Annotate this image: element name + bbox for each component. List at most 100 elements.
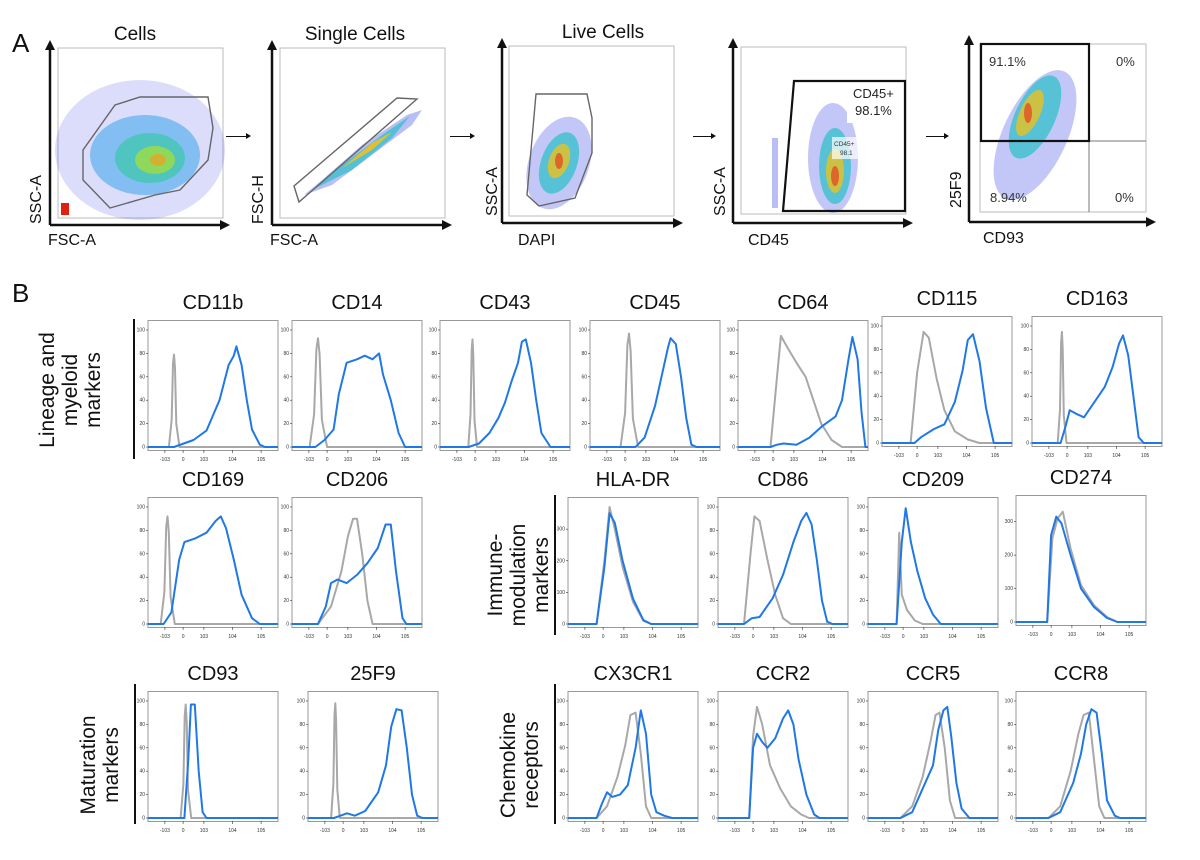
histogram-title: CX3CR1 [593, 663, 673, 685]
control-histogram-line [440, 338, 570, 448]
histogram-title: CD274 [1049, 467, 1113, 489]
histogram-cd163: 0 20 40 60 80 100 -103 0 103 104 105 [1021, 316, 1163, 459]
x-tick-label: 105 [257, 828, 266, 834]
gate-polygon [781, 79, 907, 213]
y-tick-label: 40 [139, 398, 145, 404]
y-axis-arrow [497, 38, 507, 48]
x-tick-label: -103 [160, 634, 170, 640]
quadrant-ur-pct: 0% [1116, 54, 1135, 69]
y-tick-label: 100 [1021, 324, 1030, 330]
y-tick-label: 60 [283, 374, 289, 380]
x-tick-label: 0 [772, 457, 775, 463]
group-bar-maturation [134, 684, 136, 824]
histogram-cd11b: 0 20 40 60 80 100 -103 0 103 104 105 [137, 320, 279, 463]
scatter-cloud [993, 70, 1077, 200]
x-tick-label: -103 [880, 828, 890, 834]
x-tick-label: -103 [1028, 632, 1038, 638]
x-tick-label: 105 [257, 457, 266, 463]
stained-histogram-line [148, 703, 278, 819]
y-tick-label: 200 [557, 558, 566, 564]
histogram-title: CD11b [182, 292, 244, 314]
group-label-line: Lineage and [35, 332, 59, 448]
x-tick-label: 0 [1050, 828, 1053, 834]
plot-frame [147, 691, 279, 822]
y-tick-label: 60 [709, 551, 715, 557]
plot-frame [567, 691, 699, 822]
control-histogram-line [148, 703, 278, 819]
x-tick-label: 103 [360, 828, 369, 834]
x-tick-label: 105 [827, 634, 836, 640]
y-tick-label: 0 [1010, 620, 1013, 626]
x-tick-label: 105 [699, 457, 708, 463]
x-axis-arrow [673, 218, 683, 228]
histogram-title: CCR2 [755, 663, 811, 685]
y-tick-label: 40 [431, 398, 437, 404]
histogram-cd274: 0 100 200 300 -103 0 103 104 105 [1005, 495, 1147, 638]
x-tick-label: 103 [200, 828, 209, 834]
x-tick-label: 103 [790, 457, 799, 463]
histogram-title: CCR5 [905, 663, 961, 685]
x-axis-label: CD45 [748, 232, 789, 249]
quadrant-ll-pct: 8.94% [990, 190, 1027, 205]
histogram-title: CD209 [901, 469, 965, 491]
panel-b-letter: B [12, 278, 30, 308]
control-histogram-line [148, 353, 278, 448]
x-tick-label: 105 [401, 634, 410, 640]
y-tick-label: 0 [142, 445, 145, 451]
plot-frame [508, 45, 675, 217]
group-label-line: receptors [520, 721, 543, 809]
control-histogram-line [148, 515, 278, 625]
y-tick-label: 20 [729, 421, 735, 427]
y-tick-label: 40 [581, 398, 587, 404]
x-tick-label: 103 [620, 634, 629, 640]
y-tick-label: 20 [139, 598, 145, 604]
plot-frame [307, 691, 439, 822]
x-tick-label: 105 [1125, 828, 1134, 834]
y-tick-label: 0 [876, 441, 879, 447]
histogram-hla-dr: 0 100 200 300 -103 0 103 104 105 [557, 497, 699, 640]
x-tick-label: 0 [326, 457, 329, 463]
plot-frame [717, 691, 849, 822]
y-tick-label: 20 [1007, 792, 1013, 798]
x-tick-label: 104 [1096, 828, 1105, 834]
y-tick-label: 40 [709, 575, 715, 581]
x-tick-label: 103 [770, 634, 779, 640]
control-histogram-line [568, 711, 698, 819]
y-tick-label: 60 [559, 745, 565, 751]
histogram-title: CD169 [181, 469, 245, 491]
y-axis-label: FSC-H [250, 175, 267, 224]
y-tick-label: 40 [709, 769, 715, 775]
x-tick-label: 0 [902, 828, 905, 834]
x-axis-label: CD93 [983, 230, 1024, 247]
plot-frame [147, 497, 279, 628]
y-tick-label: 0 [712, 622, 715, 628]
x-tick-label: 105 [417, 828, 426, 834]
gate-percent: 98.1% [855, 103, 892, 118]
y-tick-label: 20 [283, 421, 289, 427]
x-tick-label: 103 [934, 453, 943, 459]
y-tick-label: 20 [709, 792, 715, 798]
y-tick-label: 20 [873, 417, 879, 423]
y-tick-label: 40 [283, 575, 289, 581]
group-label-line: Immune- [483, 533, 507, 617]
histogram-cd93: 0 20 40 60 80 100 -103 0 103 104 105 [137, 691, 279, 834]
histogram-cd86: 0 20 40 60 80 100 -103 0 103 104 105 [707, 497, 849, 640]
scatter-cloud [304, 110, 422, 195]
stained-histogram-line [440, 338, 570, 448]
y-tick-label: 80 [1007, 722, 1013, 728]
histogram-title: 25F9 [350, 663, 396, 685]
y-tick-label: 100 [137, 505, 146, 511]
stained-histogram-line [718, 709, 848, 819]
y-tick-label: 80 [283, 351, 289, 357]
gate-plot-cd93-25f9: 91.1% 0% 8.94% 0% [964, 35, 1156, 227]
y-axis-label: SSC-A [712, 167, 729, 216]
x-tick-label: 104 [648, 828, 657, 834]
y-tick-label: 20 [559, 792, 565, 798]
x-tick-label: -103 [602, 457, 612, 463]
y-axis-arrow [964, 35, 974, 45]
scatter-cloud [526, 116, 592, 210]
y-tick-label: 0 [862, 816, 865, 822]
y-axis-label: SSC-A [28, 175, 45, 224]
histogram-title: CD93 [187, 663, 239, 685]
group-bar-immune-modulation [554, 495, 556, 635]
